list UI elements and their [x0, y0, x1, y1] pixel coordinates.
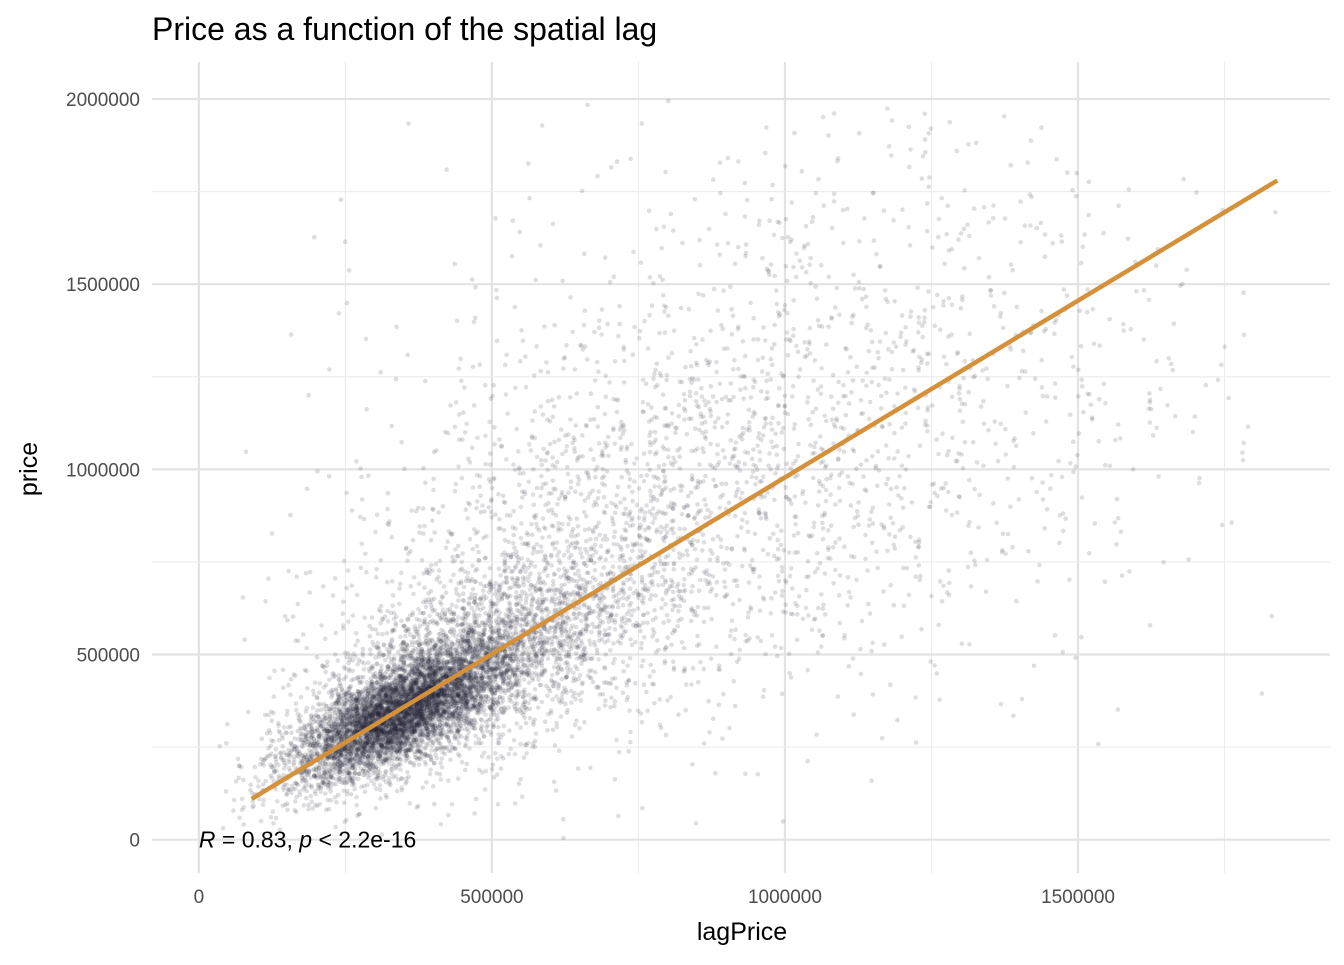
data-point: [241, 778, 246, 783]
data-point: [261, 798, 266, 803]
data-point: [259, 819, 264, 824]
data-point: [304, 796, 309, 801]
data-point: [309, 784, 314, 789]
data-point: [231, 808, 236, 813]
data-point: [277, 774, 282, 779]
data-point: [404, 759, 409, 764]
data-point: [253, 765, 258, 770]
data-point: [323, 791, 328, 796]
data-point: [374, 786, 379, 791]
data-point: [359, 785, 364, 790]
data-point: [316, 770, 321, 775]
data-point: [274, 754, 279, 759]
data-point: [283, 763, 288, 768]
data-point: [417, 762, 422, 767]
data-point: [354, 795, 359, 800]
data-point: [250, 805, 255, 810]
data-point: [224, 741, 229, 746]
data-point: [398, 767, 403, 772]
data-point: [376, 767, 381, 772]
data-point: [378, 783, 383, 788]
data-point: [281, 785, 286, 790]
data-point: [383, 658, 388, 663]
data-point: [269, 815, 274, 820]
data-point: [236, 776, 241, 781]
chart-title: Price as a function of the spatial lag: [152, 11, 657, 47]
data-point: [269, 738, 274, 743]
data-point: [397, 762, 402, 767]
data-point: [263, 779, 268, 784]
data-point: [362, 667, 367, 672]
data-point: [297, 749, 302, 754]
data-point: [272, 694, 277, 699]
data-point: [293, 799, 298, 804]
data-point: [375, 662, 380, 667]
data-point: [271, 809, 276, 814]
data-point: [278, 751, 283, 756]
data-point: [269, 752, 274, 757]
data-point: [294, 708, 299, 713]
data-point: [424, 746, 429, 751]
data-point: [272, 768, 277, 773]
data-point: [297, 718, 302, 723]
data-point: [281, 803, 286, 808]
data-point: [260, 737, 265, 742]
data-point: [311, 705, 316, 710]
data-point: [332, 771, 337, 776]
data-point: [329, 695, 334, 700]
data-point: [352, 787, 357, 792]
data-point: [318, 681, 323, 686]
data-point: [284, 792, 289, 797]
data-point: [256, 784, 261, 789]
data-point: [309, 794, 314, 799]
data-point: [274, 816, 279, 821]
data-point: [378, 796, 383, 801]
data-point: [342, 677, 347, 682]
data-point: [497, 567, 502, 572]
data-point: [473, 734, 478, 739]
data-point: [322, 727, 327, 732]
data-point: [274, 747, 279, 752]
data-point: [295, 753, 300, 758]
data-point: [292, 760, 297, 765]
data-point: [334, 800, 339, 805]
data-point: [284, 730, 289, 735]
data-point: [282, 750, 287, 755]
data-point: [361, 675, 366, 680]
data-point: [268, 744, 273, 749]
data-point: [269, 765, 274, 770]
data-point: [378, 788, 383, 793]
data-point: [298, 735, 303, 740]
data-point: [285, 808, 290, 813]
data-point: [281, 758, 286, 763]
data-point: [248, 788, 253, 793]
data-point: [275, 799, 280, 804]
data-point: [236, 757, 241, 762]
data-point: [366, 660, 371, 665]
data-point: [288, 754, 293, 759]
data-point: [261, 803, 266, 808]
data-point: [282, 725, 287, 730]
data-point: [311, 806, 316, 811]
data-point: [285, 709, 290, 714]
data-point: [349, 792, 354, 797]
data-point: [363, 789, 368, 794]
data-point: [337, 673, 342, 678]
data-point: [346, 767, 351, 772]
data-point: [323, 761, 328, 766]
data-point: [356, 777, 361, 782]
data-point: [390, 657, 395, 662]
data-point: [248, 782, 253, 787]
data-point: [309, 726, 314, 731]
data-point: [224, 789, 229, 794]
data-point: [313, 680, 318, 685]
